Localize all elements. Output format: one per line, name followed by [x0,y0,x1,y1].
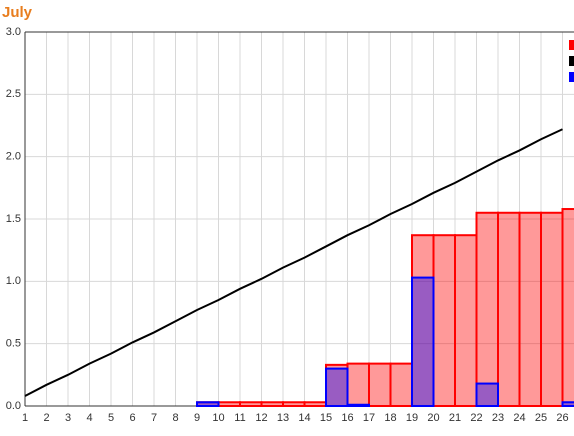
bar [346,403,370,407]
x-tick-label: 8 [172,412,178,424]
x-tick-label: 6 [129,412,135,424]
x-tick-label: 11 [234,412,245,424]
x-tick-label: 2 [43,412,49,424]
bar [325,367,349,408]
bar [368,362,392,408]
bar [540,211,564,407]
y-tick-label: 3.0 [6,26,21,38]
x-tick-label: 15 [320,412,332,424]
legend-swatch [569,56,574,66]
legend-swatch [569,72,574,82]
bar [561,208,574,407]
bar [497,211,521,407]
bar [282,401,306,408]
x-tick-label: 3 [65,412,71,424]
bar [303,401,327,408]
y-tick-label: 2.0 [6,151,21,163]
bar [475,211,499,407]
bar [260,401,284,408]
x-tick-label: 25 [535,412,547,424]
x-tick-label: 17 [363,412,375,424]
x-tick-label: 19 [406,412,418,424]
x-tick-label: 20 [427,412,439,424]
x-tick-label: 7 [151,412,157,424]
x-tick-label: 1 [22,412,28,424]
bar [196,401,220,408]
line [24,128,563,397]
bar [518,211,542,407]
y-tick-label: 0.5 [6,338,21,350]
y-tick-label: 0.0 [6,400,21,412]
x-tick-label: 9 [194,412,200,424]
bar [454,234,478,407]
y-tick-label: 2.5 [6,88,21,100]
bar [411,276,435,407]
legend-swatch [569,40,574,50]
bar [346,362,370,408]
chart-title: July [2,4,33,21]
x-tick-label: 16 [341,412,353,424]
bar [561,401,574,408]
x-tick-label: 4 [86,412,92,424]
bar [432,234,456,407]
y-tick-label: 1.5 [6,213,21,225]
x-tick-label: 5 [108,412,114,424]
x-tick-label: 13 [277,412,289,424]
x-tick-label: 14 [298,412,310,424]
x-tick-label: 21 [449,412,461,424]
bar [389,362,413,408]
x-tick-label: 22 [470,412,482,424]
bar [217,401,241,408]
x-tick-label: 26 [556,412,568,424]
x-tick-label: 24 [513,412,525,424]
bar [239,401,263,408]
y-tick-label: 1.0 [6,275,21,287]
x-tick-label: 10 [212,412,224,424]
x-tick-label: 12 [255,412,267,424]
bar [475,382,499,407]
x-tick-label: 18 [384,412,396,424]
x-tick-label: 23 [492,412,504,424]
